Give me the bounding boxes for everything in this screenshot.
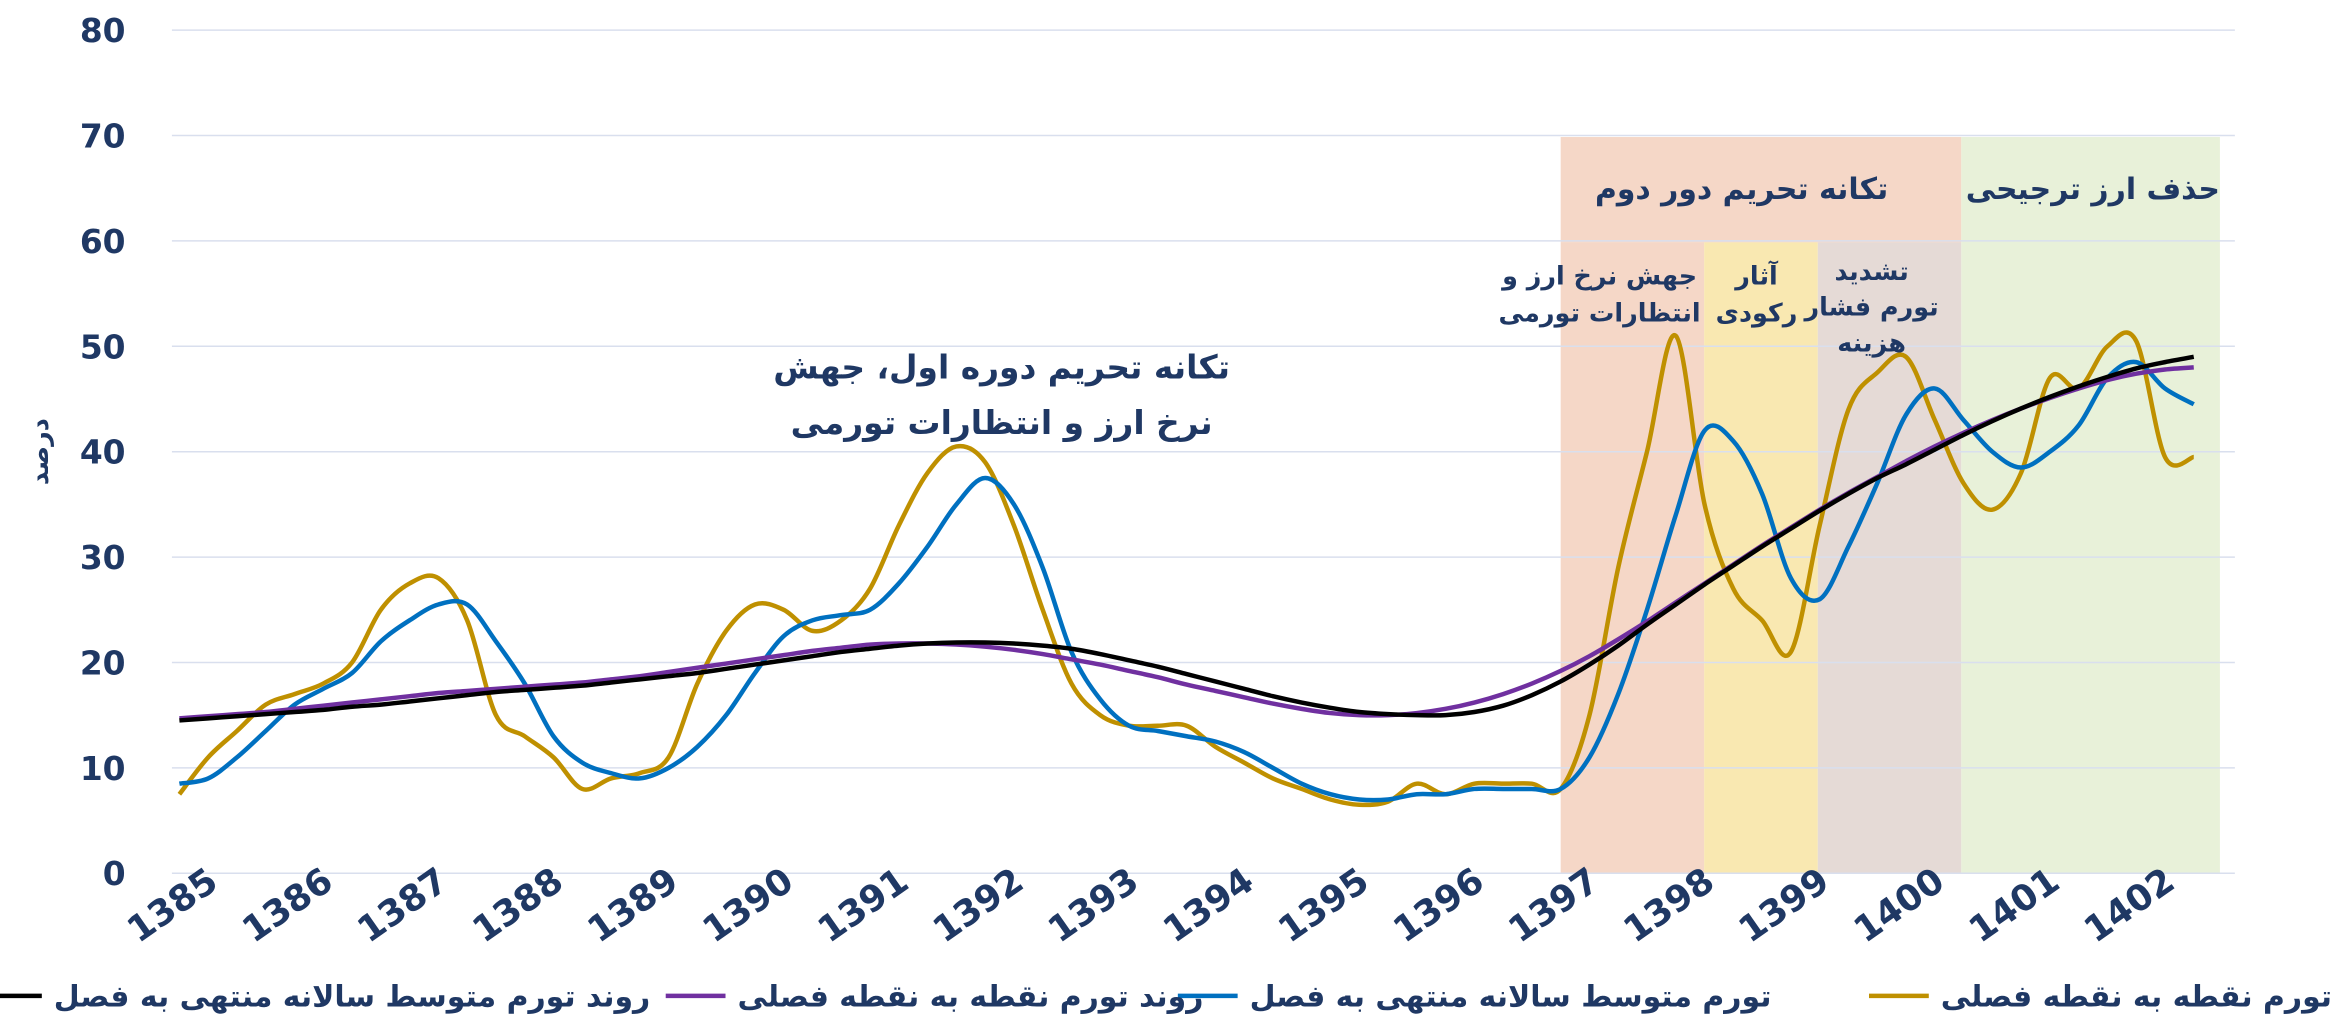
series-line: [177, 330, 2195, 808]
annotation-cost-push: تشدید تورم فشار هزینه: [1803, 256, 1939, 359]
y-tick-label: 80: [80, 11, 126, 50]
legend: تورم نقطه به نقطه فصلی تورم متوسط سالانه …: [0, 979, 2332, 1014]
annotation-line: انتظارات تورمی: [1498, 298, 1700, 329]
y-tick-label: 20: [80, 643, 126, 682]
region-second-sanction: [1560, 137, 1962, 243]
annotation-line: جهش نرخ ارز و: [1500, 260, 1697, 291]
y-tick-label: 10: [80, 749, 126, 788]
series-line: [179, 354, 2195, 723]
y-tick-label: 70: [80, 116, 126, 155]
legend-label: روند تورم متوسط سالانه منتهی به فصل: [54, 979, 651, 1014]
y-tick-label: 0: [103, 854, 126, 893]
series-line: [178, 359, 2195, 803]
legend-label: تورم متوسط سالانه منتهی به فصل: [1250, 979, 1772, 1014]
lines: [177, 330, 2195, 808]
annotation-fx-jump: جهش نرخ ارز و انتظارات تورمی: [1498, 260, 1700, 328]
legend-label: تورم نقطه به نقطه فصلی: [1941, 979, 2332, 1014]
y-tick-label: 50: [80, 327, 126, 366]
region-subsidy-removal: [1961, 137, 2220, 874]
y-tick-label: 60: [80, 222, 126, 261]
annotation-line: تکانه تحریم دوره اول، جهش: [773, 347, 1230, 387]
shaded-regions: [1560, 137, 2220, 874]
annotation-first-sanction: تکانه تحریم دوره اول، جهش نرخ ارز و انتظ…: [773, 347, 1230, 442]
legend-label: روند تورم نقطه به نقطه فصلی: [737, 979, 1203, 1014]
annotation-line: نرخ ارز و انتظارات تورمی: [791, 403, 1213, 443]
annotation-recession: آثار رکودی: [1716, 259, 1798, 328]
annotation-line: تورم فشار: [1803, 292, 1939, 323]
annotation-line: رکودی: [1716, 298, 1798, 329]
annotation-line: آثار: [1733, 259, 1779, 290]
y-tick-label: 30: [80, 538, 126, 577]
y-axis-label: درصد: [24, 418, 54, 485]
annotation-second-sanction: تکانه تحریم دور دوم: [1595, 172, 1888, 207]
y-tick-label: 40: [80, 433, 126, 472]
annotation-line: تشدید: [1834, 256, 1908, 286]
annotation-line: هزینه: [1837, 328, 1906, 359]
annotation-subsidy-removal: حذف ارز ترجیحی: [1966, 172, 2220, 207]
